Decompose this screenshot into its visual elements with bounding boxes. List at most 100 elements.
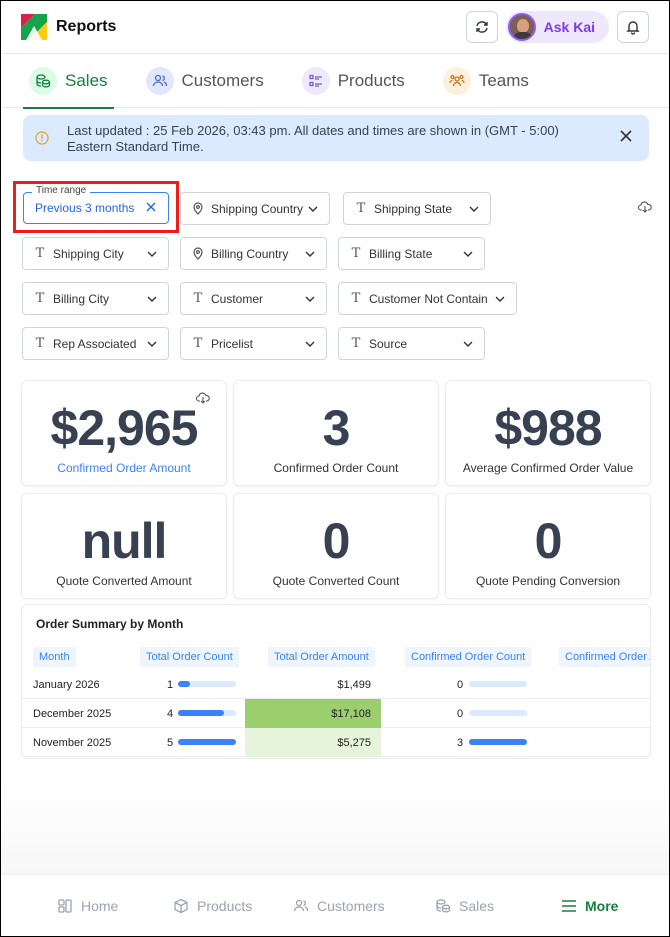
filter-shipping-country[interactable]: Shipping Country xyxy=(180,192,330,225)
tab-teams[interactable]: Teams xyxy=(437,54,535,108)
count-bar xyxy=(178,681,236,687)
filter-label: Rep Associated xyxy=(53,336,137,351)
chevron-down-icon xyxy=(494,293,506,308)
text-type-icon: T xyxy=(35,246,45,261)
count-bar xyxy=(178,739,236,745)
filter-shipping-city[interactable]: T Shipping City xyxy=(22,237,169,270)
team-icon xyxy=(442,67,471,95)
tab-sales[interactable]: Sales xyxy=(23,54,114,109)
nav-home[interactable]: Home xyxy=(57,875,118,937)
close-icon[interactable] xyxy=(619,129,633,143)
avatar xyxy=(507,13,536,41)
filter-label: Billing City xyxy=(53,291,110,306)
chevron-down-icon xyxy=(146,338,158,353)
metric-label: Quote Pending Conversion xyxy=(475,574,621,588)
bottom-nav: Home Products Customers Sales More xyxy=(1,874,669,936)
nav-label: Customers xyxy=(317,898,385,914)
filter-label: Billing Country xyxy=(211,246,289,261)
metric-label[interactable]: Confirmed Order Amount xyxy=(57,461,191,475)
time-range-filter[interactable]: Time range Previous 3 months xyxy=(23,185,169,224)
metric-card-confirmed-amount: $2,965 Confirmed Order Amount xyxy=(21,380,227,486)
coins-icon xyxy=(436,899,451,913)
chevron-down-icon xyxy=(304,293,316,308)
filter-label: Pricelist xyxy=(211,336,254,351)
banner-text: Last updated : 25 Feb 2026, 03:43 pm. Al… xyxy=(67,123,559,154)
text-type-icon: T xyxy=(193,336,203,351)
nav-products[interactable]: Products xyxy=(173,875,252,937)
info-banner: Last updated : 25 Feb 2026, 03:43 pm. Al… xyxy=(23,115,649,161)
nav-label: More xyxy=(585,898,619,914)
ask-kai-button[interactable]: Ask Kai xyxy=(505,11,609,43)
filter-pricelist[interactable]: T Pricelist xyxy=(180,327,327,360)
clear-icon[interactable] xyxy=(146,202,156,212)
tab-customers[interactable]: Customers xyxy=(140,54,270,108)
column-header-total-amount[interactable]: Total Order Amount xyxy=(268,647,375,667)
time-range-value: Previous 3 months xyxy=(35,201,135,215)
metric-card-confirmed-count: 3 Confirmed Order Count xyxy=(233,380,439,486)
filter-billing-country[interactable]: Billing Country xyxy=(180,237,327,270)
cell-amount: $1,499 xyxy=(337,678,371,691)
nav-more[interactable]: More xyxy=(561,875,618,937)
filter-billing-state[interactable]: T Billing State xyxy=(338,237,485,270)
cloud-download-icon[interactable] xyxy=(196,392,210,404)
app-title: Reports xyxy=(56,18,117,35)
cell-count: 1 xyxy=(167,678,174,691)
cell-confirmed: 0 xyxy=(457,707,464,720)
refresh-button[interactable] xyxy=(465,11,498,43)
column-header-confirmed-count[interactable]: Confirmed Order Count xyxy=(405,647,532,667)
cell-amount: $17,108 xyxy=(245,699,381,728)
column-header-total-count[interactable]: Total Order Count xyxy=(140,647,239,667)
report-tabs: Sales Customers Products Teams xyxy=(1,54,669,109)
cloud-download-icon[interactable] xyxy=(638,201,652,213)
filter-label: Shipping Country xyxy=(211,201,304,216)
box-icon xyxy=(174,898,188,914)
cell-month: January 2026 xyxy=(33,678,100,691)
tab-label: Products xyxy=(337,71,405,90)
filter-rep-associated[interactable]: T Rep Associated xyxy=(22,327,169,360)
notifications-button[interactable] xyxy=(617,11,649,43)
nav-customers[interactable]: Customers xyxy=(293,875,385,937)
tab-products[interactable]: Products xyxy=(296,54,411,108)
users-icon xyxy=(145,67,174,95)
chevron-down-icon xyxy=(304,248,316,263)
filter-customer-not-contain[interactable]: T Customer Not Contain xyxy=(338,282,517,315)
filter-billing-city[interactable]: T Billing City xyxy=(22,282,169,315)
tab-label: Customers xyxy=(181,71,264,90)
filter-label: Customer xyxy=(211,291,264,306)
cell-month: November 2025 xyxy=(33,736,112,749)
home-icon xyxy=(58,899,72,913)
cell-count: 4 xyxy=(167,707,174,720)
scroll-fade xyxy=(1,781,669,874)
location-pin-icon xyxy=(191,247,205,260)
metric-value: 3 xyxy=(322,400,351,456)
filter-customer[interactable]: T Customer xyxy=(180,282,327,315)
app-logo xyxy=(21,14,47,40)
text-type-icon: T xyxy=(351,291,361,306)
filter-label: Source xyxy=(369,336,408,351)
column-header-month[interactable]: Month xyxy=(33,647,76,667)
metric-card-quote-pending: 0 Quote Pending Conversion xyxy=(445,493,651,599)
nav-sales[interactable]: Sales xyxy=(435,875,494,937)
list-icon xyxy=(301,67,330,95)
cell-month: December 2025 xyxy=(33,707,112,720)
metric-value: null xyxy=(81,513,168,569)
metric-value: $2,965 xyxy=(50,400,199,456)
cell-count: 5 xyxy=(167,736,174,749)
filter-source[interactable]: T Source xyxy=(338,327,485,360)
cell-confirmed: 3 xyxy=(457,736,464,749)
nav-label: Sales xyxy=(459,898,495,914)
text-type-icon: T xyxy=(193,291,203,306)
order-summary-table: Order Summary by Month Month Total Order… xyxy=(21,604,651,759)
table-title: Order Summary by Month xyxy=(36,617,184,631)
chevron-down-icon xyxy=(468,203,480,218)
filter-shipping-state[interactable]: T Shipping State xyxy=(343,192,491,225)
text-type-icon: T xyxy=(35,336,45,351)
metric-card-quote-amount: null Quote Converted Amount xyxy=(21,493,227,599)
chevron-down-icon xyxy=(304,338,316,353)
cell-confirmed: 0 xyxy=(457,678,464,691)
filter-label: Customer Not Contain xyxy=(369,291,488,306)
column-header-confirmed-amount[interactable]: Confirmed Order A xyxy=(559,647,650,667)
metric-card-quote-count: 0 Quote Converted Count xyxy=(233,493,439,599)
text-type-icon: T xyxy=(351,246,361,261)
count-bar xyxy=(178,710,236,716)
